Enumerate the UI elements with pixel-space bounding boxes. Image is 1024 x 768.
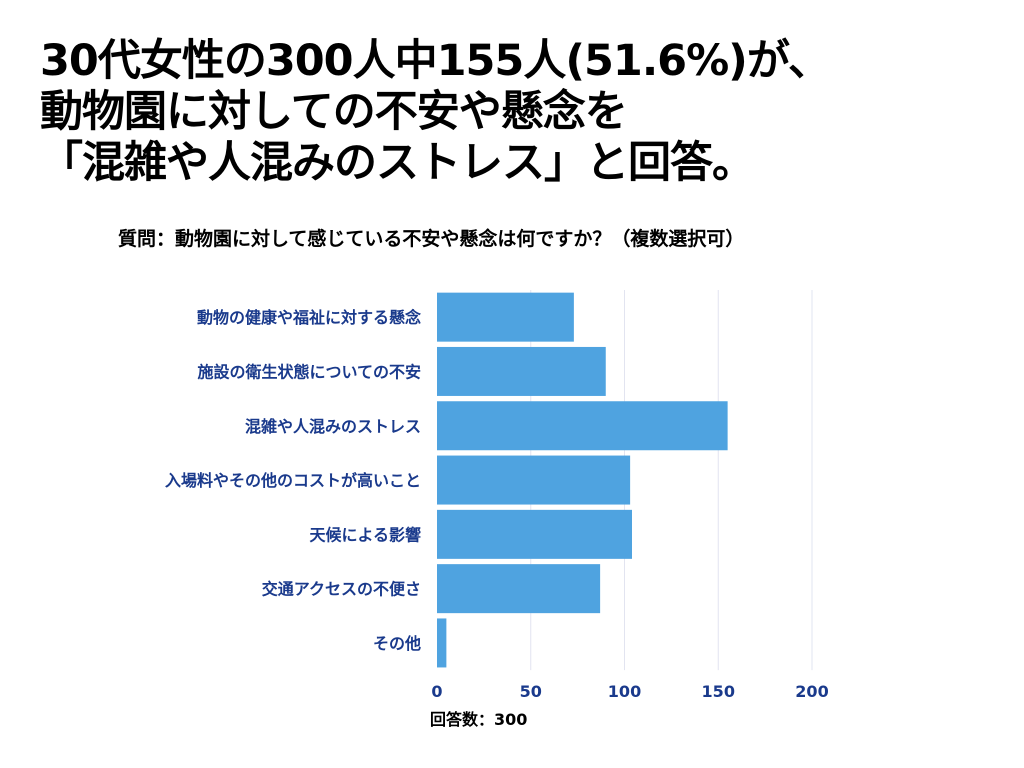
- category-label: 天候による影響: [309, 525, 421, 544]
- category-label: その他: [373, 634, 421, 653]
- bar: [437, 618, 447, 668]
- bar: [437, 401, 728, 451]
- category-label: 入場料やその他のコストが高いこと: [165, 471, 421, 490]
- category-label: 動物の健康や福祉に対する懸念: [197, 308, 422, 327]
- headline-line-3: 「混雑や人混みのストレス」と回答。: [40, 138, 755, 188]
- x-tick-label: 50: [520, 682, 542, 701]
- bar: [437, 509, 632, 559]
- bar: [437, 564, 601, 614]
- x-tick-label: 150: [702, 682, 735, 701]
- headline: 30代女性の300人中155人(51.6%)が、 動物園に対しての不安や懸念を …: [40, 36, 1000, 189]
- headline-line-2: 動物園に対しての不安や懸念を: [40, 87, 628, 137]
- bar: [437, 455, 631, 505]
- x-tick-label: 0: [431, 682, 442, 701]
- category-label: 混雑や人混みのストレス: [245, 417, 421, 436]
- chart-question-title: 質問：動物園に対して感じている不安や懸念は何ですか？（複数選択可）: [118, 228, 745, 250]
- bar: [437, 292, 574, 342]
- x-tick-label: 200: [795, 682, 828, 701]
- category-label: 交通アクセスの不便さ: [262, 580, 421, 599]
- category-label: 施設の衛生状態についての不安: [197, 362, 421, 381]
- bar: [437, 346, 606, 396]
- x-tick-label: 100: [608, 682, 641, 701]
- respondent-count: 回答数：300: [430, 710, 528, 729]
- headline-line-1: 30代女性の300人中155人(51.6%)が、: [40, 36, 831, 86]
